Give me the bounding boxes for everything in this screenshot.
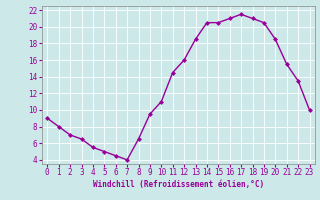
X-axis label: Windchill (Refroidissement éolien,°C): Windchill (Refroidissement éolien,°C) (93, 180, 264, 189)
